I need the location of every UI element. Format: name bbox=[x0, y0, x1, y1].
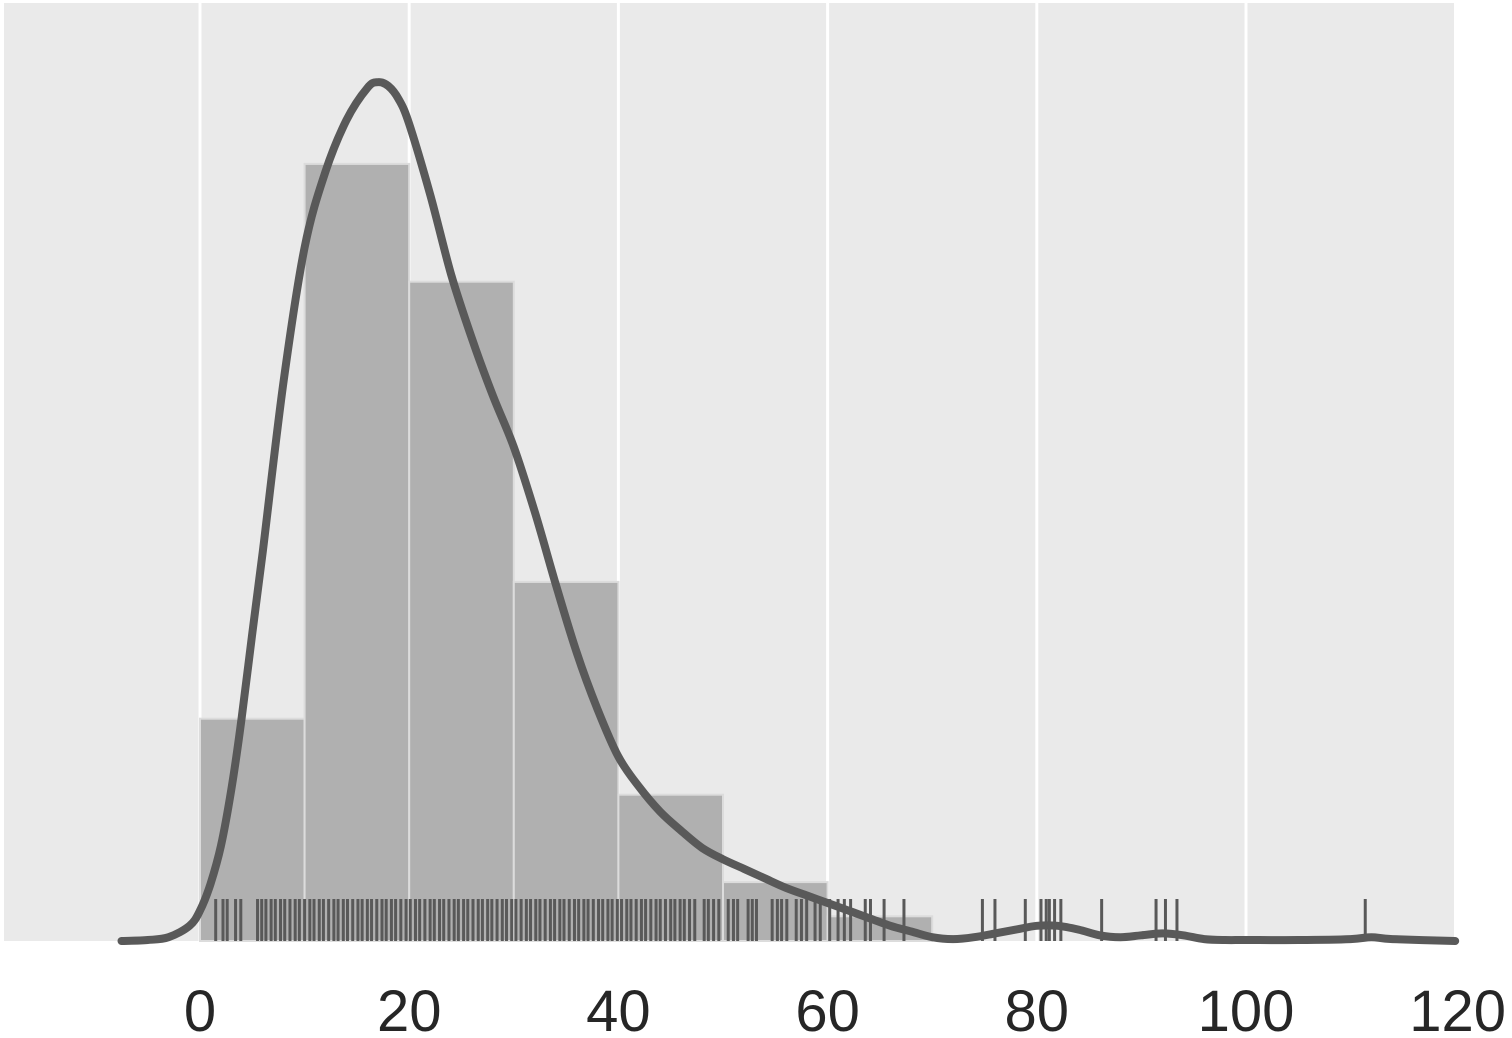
histogram-bar bbox=[303, 162, 411, 942]
histogram-bars bbox=[199, 162, 934, 943]
histogram-bar bbox=[408, 280, 515, 942]
histogram-bar bbox=[512, 580, 620, 943]
kde-curve bbox=[117, 78, 1460, 945]
rug-ticks bbox=[214, 899, 1367, 941]
histogram-bar bbox=[722, 881, 829, 942]
x-tick-label: 60 bbox=[795, 979, 860, 1038]
x-tick-label: 0 bbox=[184, 979, 216, 1038]
x-tick-label: 100 bbox=[1198, 979, 1295, 1038]
x-tick-label: 40 bbox=[586, 979, 651, 1038]
x-tick-label: 80 bbox=[1005, 979, 1070, 1038]
x-tick-label: 120 bbox=[1409, 979, 1506, 1038]
x-tick-label: 20 bbox=[377, 979, 442, 1038]
x-axis-ticks: 0 20 40 60 80 100 120 bbox=[184, 979, 1506, 1038]
